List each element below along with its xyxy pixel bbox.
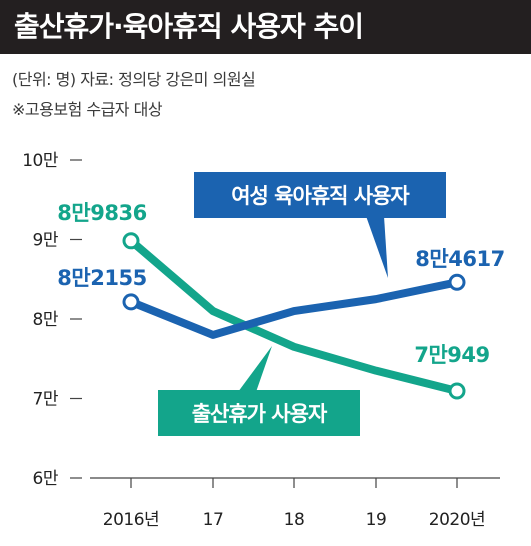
y-tick-label: 6만 xyxy=(33,469,59,489)
series-name-label: 출산휴가 사용자 xyxy=(192,402,328,426)
series-callout-box xyxy=(158,390,360,436)
x-tick-label: 2016년 xyxy=(103,510,159,530)
source-note: (단위: 명) 자료: 정의당 강은미 의원실 xyxy=(12,70,256,89)
data-value-label: 7만949 xyxy=(414,343,489,367)
population-note: ※고용보험 수급자 대상 xyxy=(12,100,163,119)
data-value-label: 8만9836 xyxy=(57,201,146,225)
series-callout-box xyxy=(194,172,446,218)
y-tick-label: 10만 xyxy=(22,151,59,171)
x-tick-label: 19 xyxy=(366,510,387,530)
y-tick-label: 9만 xyxy=(33,231,59,251)
data-labels: 8만2155 8만4617 8만9836 7만949 xyxy=(57,201,505,367)
data-point-marker xyxy=(122,293,140,311)
data-value-label: 8만4617 xyxy=(415,247,504,271)
callout-pointer xyxy=(366,216,388,278)
chart-title: 출산휴가·육아휴직 사용자 추이 xyxy=(0,0,531,54)
x-tick-label: 2020년 xyxy=(429,510,485,530)
series-points xyxy=(122,232,466,400)
series-line xyxy=(128,237,458,395)
y-axis: 10만 9만 8만 7만 6만 xyxy=(22,151,82,489)
data-point-marker xyxy=(122,232,140,250)
data-point-marker xyxy=(448,273,466,291)
series-name-label: 여성 육아휴직 사용자 xyxy=(231,184,410,208)
x-tick-label: 18 xyxy=(284,510,305,530)
series-lines xyxy=(128,237,458,395)
y-tick-label: 8만 xyxy=(33,310,59,330)
callout-pointer xyxy=(238,346,272,392)
series-line xyxy=(129,278,458,339)
x-tick-label: 17 xyxy=(203,510,224,530)
x-axis: 2016년 17 18 19 2020년 xyxy=(90,477,500,530)
data-point-marker xyxy=(448,382,466,400)
data-value-label: 8만2155 xyxy=(57,266,146,290)
y-tick-label: 7만 xyxy=(33,390,59,410)
